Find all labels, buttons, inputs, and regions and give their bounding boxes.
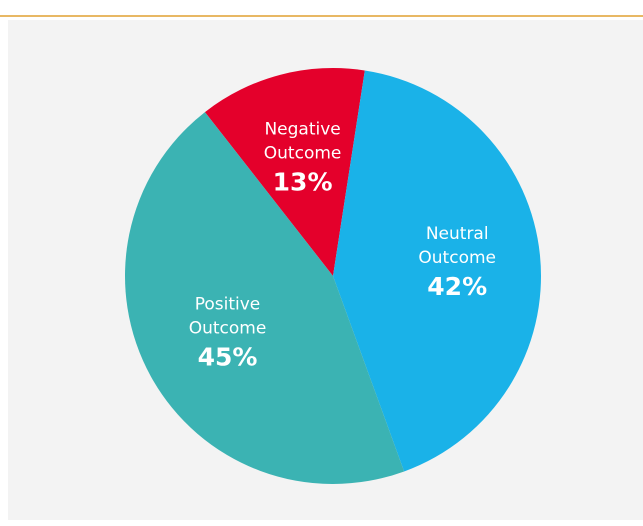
slice-name-line: Outcome: [418, 248, 496, 268]
slice-value-label: 13%: [273, 167, 333, 196]
pie-slice: [333, 70, 541, 472]
slice-name-line: Outcome: [264, 143, 342, 163]
slice-name: Neutral Outcome: [418, 224, 496, 268]
slice-name-line: Neutral: [426, 224, 489, 244]
slice-name: Negative Outcome: [264, 119, 342, 163]
slice-value-label: 45%: [198, 342, 258, 371]
slice-name-line: Outcome: [189, 318, 267, 338]
pie-slice: [124, 112, 405, 485]
slice-name: Positive Outcome: [189, 294, 267, 338]
pie-slice: [204, 68, 365, 276]
slice-name-line: Positive: [195, 294, 261, 314]
slice-value-label: 42%: [427, 272, 487, 301]
slice-name-line: Negative: [264, 119, 340, 139]
